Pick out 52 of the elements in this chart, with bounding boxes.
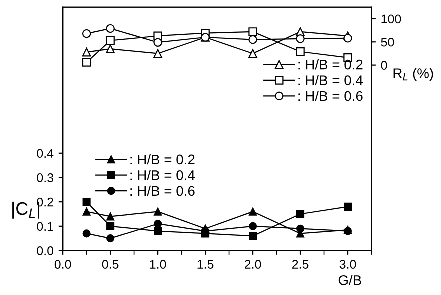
point bbox=[249, 222, 258, 230]
point bbox=[82, 208, 91, 216]
legend-label: : H/B = 0.2 bbox=[298, 60, 363, 70]
point bbox=[248, 28, 258, 36]
x-tick-label: 2.5 bbox=[292, 260, 309, 269]
point bbox=[296, 34, 305, 44]
x-axis-title: G/B bbox=[338, 275, 362, 286]
y-tick-label: 0.3 bbox=[37, 174, 54, 182]
y2-tick-label: 50 bbox=[381, 38, 394, 47]
y2-tick-label: 100 bbox=[382, 14, 402, 24]
legend-label: : H/B = 0.2 bbox=[130, 154, 195, 165]
point bbox=[106, 36, 115, 46]
point bbox=[82, 198, 91, 206]
y-tick-label: 0.0 bbox=[37, 246, 54, 256]
x-tick-label: 1.5 bbox=[198, 260, 214, 269]
point bbox=[154, 49, 162, 58]
point bbox=[249, 208, 258, 216]
point bbox=[82, 58, 92, 67]
point bbox=[154, 220, 162, 228]
x-tick-label: 0.0 bbox=[54, 260, 72, 269]
point bbox=[106, 212, 115, 221]
y-axis-title: |C$_{L}$| bbox=[12, 202, 40, 219]
point bbox=[154, 38, 162, 47]
point bbox=[344, 202, 352, 211]
point bbox=[82, 48, 92, 57]
point bbox=[154, 227, 162, 236]
x-tick-label: 0.5 bbox=[102, 260, 119, 269]
point bbox=[296, 48, 305, 56]
point bbox=[296, 210, 305, 218]
y2-tick-label: 0 bbox=[381, 61, 388, 70]
legend-label: : H/B = 0.6 bbox=[130, 186, 195, 196]
y-tick-label: 0.4 bbox=[37, 149, 54, 158]
point bbox=[106, 234, 115, 243]
point bbox=[249, 232, 258, 240]
y2-axis-title: R$_{L}$ (%) bbox=[394, 68, 434, 82]
point bbox=[248, 35, 258, 44]
point bbox=[106, 44, 115, 54]
x-tick-label: 3.0 bbox=[340, 260, 356, 269]
point bbox=[344, 34, 352, 43]
legend-label: : H/B = 0.4 bbox=[130, 170, 196, 180]
x-tick-label: 2.0 bbox=[244, 260, 262, 269]
point bbox=[154, 208, 162, 216]
point bbox=[248, 49, 258, 58]
point bbox=[82, 230, 91, 238]
point bbox=[296, 224, 305, 233]
y-tick-label: 0.1 bbox=[37, 222, 54, 232]
point bbox=[106, 222, 115, 230]
legend-label: : H/B = 0.6 bbox=[298, 90, 363, 102]
legend-label: : H/B = 0.4 bbox=[298, 75, 364, 86]
point bbox=[82, 29, 92, 38]
point bbox=[106, 24, 115, 34]
x-tick-label: 1.0 bbox=[150, 260, 166, 269]
